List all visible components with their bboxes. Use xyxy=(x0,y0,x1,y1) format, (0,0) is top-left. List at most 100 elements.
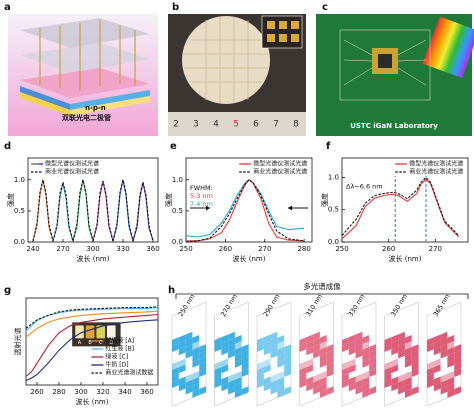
image-pixel xyxy=(313,349,320,359)
x-tick-label: 360 xyxy=(140,388,153,396)
panel-label: h xyxy=(168,285,175,296)
spectral-image xyxy=(426,301,462,407)
image-pixel xyxy=(199,386,207,396)
image-pixel xyxy=(404,347,412,356)
image-pixel xyxy=(355,349,363,359)
image-pixel xyxy=(178,346,186,356)
image-pixel xyxy=(270,349,278,359)
y-tick-label: 1.0 xyxy=(172,176,183,184)
image-pixel xyxy=(270,379,278,389)
legend-label: 酸模液 [A] xyxy=(105,337,134,345)
image-pixel xyxy=(313,337,320,347)
y-tick-label: 1.0 xyxy=(328,173,339,181)
series-line xyxy=(132,182,154,241)
legend-label: 商业光谱仪测试光谱 xyxy=(253,168,307,176)
image-pixel xyxy=(172,367,179,376)
image-pixel xyxy=(326,344,334,354)
image-pixel xyxy=(277,359,285,368)
x-tick-label: 240 xyxy=(26,245,39,253)
series-line xyxy=(25,313,159,377)
photo-b xyxy=(168,14,306,136)
panel-label: b xyxy=(172,2,179,13)
image-pixel xyxy=(398,385,405,395)
x-tick-label: 330 xyxy=(116,245,129,253)
x-tick-label: 340 xyxy=(118,388,131,396)
image-pixel xyxy=(257,373,264,382)
image-pixel xyxy=(234,383,242,392)
image-pixel xyxy=(391,358,399,368)
series-line xyxy=(72,179,94,241)
image-pixel xyxy=(228,337,235,347)
plot-frame xyxy=(341,157,469,243)
image-pixel xyxy=(257,361,264,370)
image-pixel xyxy=(427,379,434,388)
image-pixel xyxy=(263,358,271,368)
image-pixel xyxy=(427,361,434,370)
image-pixel xyxy=(348,340,356,350)
image-pixel xyxy=(348,364,356,374)
image-pixel xyxy=(342,337,349,346)
image-pixel xyxy=(257,337,264,346)
image-pixel xyxy=(228,385,235,395)
image-pixel xyxy=(362,371,370,380)
image-pixel xyxy=(342,379,349,388)
image-pixel xyxy=(270,331,278,341)
image-pixel xyxy=(284,356,292,366)
x-tick-label: 260 xyxy=(382,245,395,253)
x-axis-label: 波长 (nm) xyxy=(76,397,109,406)
image-pixel xyxy=(214,379,222,388)
spectral-image xyxy=(341,301,377,407)
image-pixel xyxy=(299,343,307,352)
image-pixel xyxy=(440,337,448,347)
image-pixel xyxy=(228,373,235,383)
image-pixel xyxy=(299,361,307,370)
image-pixel xyxy=(221,358,229,368)
photo-a-label: n-p-n xyxy=(85,104,106,112)
bottle xyxy=(96,325,105,339)
image-pixel xyxy=(257,379,264,388)
ruler-number: 5 xyxy=(233,120,239,130)
image-pixel xyxy=(355,385,363,395)
image-pixel xyxy=(306,382,314,392)
image-pixel xyxy=(369,386,377,396)
image-pixel xyxy=(433,346,441,356)
image-pixel xyxy=(313,331,320,341)
image-pixel xyxy=(284,368,292,378)
image-pixel xyxy=(447,347,455,356)
image-pixel xyxy=(277,371,285,380)
y-tick-label: 0.5 xyxy=(328,206,339,214)
image-pixel xyxy=(234,371,242,380)
spectral-image xyxy=(299,301,334,407)
image-pixel xyxy=(172,343,179,352)
image-pixel xyxy=(313,373,320,383)
image-pixel xyxy=(228,331,235,341)
image-pixel xyxy=(234,377,242,386)
annotation: Δλ~6.6 nm xyxy=(346,182,383,190)
image-pixel xyxy=(277,335,285,344)
spectral-image xyxy=(171,301,207,407)
image-pixel xyxy=(192,377,200,386)
image-pixel xyxy=(348,334,356,344)
image-pixel xyxy=(185,331,193,341)
image-pixel xyxy=(342,343,349,352)
image-pixel xyxy=(185,373,193,383)
image-pixel xyxy=(454,344,462,354)
image-pixel xyxy=(270,385,278,395)
image-pixel xyxy=(342,373,349,382)
image-pixel xyxy=(411,368,419,378)
spectral-image xyxy=(256,301,292,407)
series-line xyxy=(25,307,159,332)
arrow-head xyxy=(206,205,210,211)
arrow-head xyxy=(288,205,292,211)
image-pixel xyxy=(362,353,370,362)
series-line xyxy=(25,306,159,329)
image-pixel xyxy=(199,368,207,378)
image-pixel xyxy=(313,379,320,389)
image-pixel xyxy=(192,383,200,392)
image-pixel xyxy=(411,362,419,372)
image-pixel xyxy=(447,341,455,350)
image-pixel xyxy=(299,367,307,376)
image-pixel xyxy=(277,389,285,398)
y-axis-label: 强度 xyxy=(6,193,15,207)
